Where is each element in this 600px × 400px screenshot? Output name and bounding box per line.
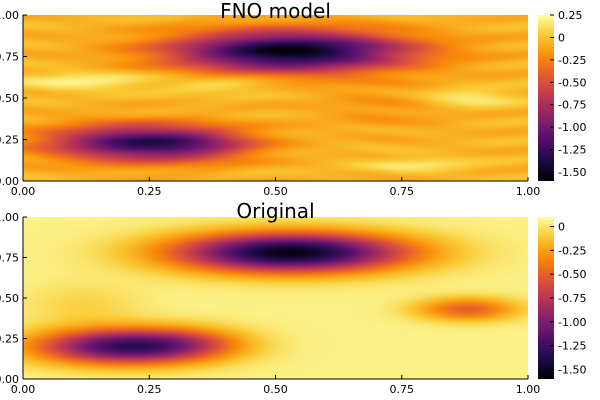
x-tick-label: 0.00: [11, 383, 36, 396]
colorbar-tick-label: 0: [558, 221, 565, 234]
y-tick-label: 0.00: [0, 175, 19, 188]
chart-title: FNO model: [220, 0, 331, 23]
x-tick-label: 0.25: [137, 383, 162, 396]
x-tick-label: 1.00: [516, 383, 541, 396]
y-tick-label: 1.00: [0, 211, 19, 224]
chart-title: Original: [236, 199, 314, 223]
x-tick-label: 0.00: [11, 185, 36, 198]
colorbar-tick-label: -0.50: [558, 268, 586, 281]
colorbar-tick-label: -1.50: [558, 363, 586, 376]
y-tick-label: 0.75: [0, 51, 19, 64]
colorbar-tick-label: -0.25: [558, 54, 586, 67]
x-tick-label: 0.75: [390, 185, 415, 198]
colorbar-tick-label: -1.25: [558, 144, 586, 157]
x-tick-label: 0.50: [263, 185, 288, 198]
colorbar-tick-label: -1.50: [558, 166, 586, 179]
x-tick-label: 0.75: [390, 383, 415, 396]
y-tick-label: 0.25: [0, 333, 19, 346]
y-tick-label: 0.50: [0, 292, 19, 305]
colorbar-tick-label: -0.25: [558, 244, 586, 257]
y-tick-label: 0.50: [0, 92, 19, 105]
heatmap-panel-1: 0.00 0.25 0.50 0.75 1.00 0.00 0.25 0.50 0.75 1.00…: [0, 0, 586, 198]
colorbar: [538, 217, 554, 379]
x-tick-label: 1.00: [516, 185, 541, 198]
heatmap-image: [23, 15, 528, 181]
colorbar-tick-label: 0.25: [558, 9, 583, 22]
heatmap-panel-2: 0.00 0.25 0.50 0.75 1.00 0.00 0.25 0.50 0.75 1.00…: [0, 199, 586, 396]
colorbar-tick-label: -0.50: [558, 76, 586, 89]
y-tick-label: 0.75: [0, 252, 19, 265]
y-tick-label: 0.00: [0, 373, 19, 386]
colorbar-tick-label: -1.00: [558, 121, 586, 134]
colorbar-tick-label: 0: [558, 31, 565, 44]
colorbar-tick-label: -1.25: [558, 340, 586, 353]
heatmap-image: [23, 217, 528, 379]
x-tick-label: 0.25: [137, 185, 162, 198]
colorbar: [538, 15, 554, 181]
x-tick-label: 0.50: [263, 383, 288, 396]
colorbar-tick-label: -1.00: [558, 316, 586, 329]
y-tick-label: 1.00: [0, 9, 19, 22]
colorbar-tick-label: -0.75: [558, 99, 586, 112]
y-tick-label: 0.25: [0, 134, 19, 147]
colorbar-tick-label: -0.75: [558, 292, 586, 305]
